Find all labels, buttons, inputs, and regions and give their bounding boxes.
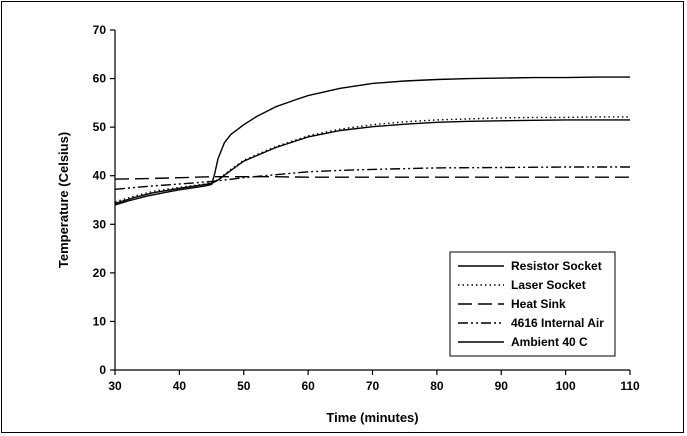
x-axis-ticks: 30 40 50 60 70 80 90 100 110: [108, 370, 640, 393]
x-tick-label: 110: [620, 379, 640, 393]
series-line-4: [114, 166, 630, 190]
y-axis-ticks: 0 10 20 30 40 50 60 70: [93, 23, 115, 377]
legend: Resistor Socket Laser Socket Heat Sink 4616…: [449, 251, 616, 357]
y-tick-label: 10: [93, 314, 107, 328]
y-tick-label: 20: [93, 266, 107, 280]
y-tick-label: 0: [99, 363, 106, 377]
x-tick-label: 50: [237, 379, 251, 393]
series-line-3: [114, 175, 630, 180]
y-tick-label: 30: [93, 217, 107, 231]
x-tick-label: 100: [556, 379, 576, 393]
legend-label-4: 4616 Internal Air: [511, 316, 604, 330]
y-tick-label: 60: [93, 72, 107, 86]
x-tick-label: 80: [430, 379, 444, 393]
x-axis-title: Time (minutes): [326, 410, 418, 425]
series-line-1: [114, 76, 630, 206]
y-tick-label: 70: [93, 23, 107, 37]
y-tick-label: 40: [93, 169, 107, 183]
x-tick-label: 90: [495, 379, 509, 393]
y-tick-label: 50: [93, 120, 107, 134]
legend-label-2: Laser Socket: [511, 278, 586, 292]
series-layer: [114, 76, 630, 206]
x-tick-label: 60: [301, 379, 315, 393]
x-tick-label: 40: [173, 379, 187, 393]
legend-label-5: Ambient 40 C: [511, 335, 588, 349]
series-line-2: [114, 116, 630, 203]
y-axis-title: Temperature (Celsius): [56, 132, 71, 268]
series-line-5: [114, 119, 630, 205]
x-tick-label: 70: [366, 379, 380, 393]
x-tick-label: 30: [108, 379, 122, 393]
legend-box: [449, 251, 616, 357]
legend-label-3: Heat Sink: [511, 297, 566, 311]
legend-label-1: Resistor Socket: [511, 259, 602, 273]
